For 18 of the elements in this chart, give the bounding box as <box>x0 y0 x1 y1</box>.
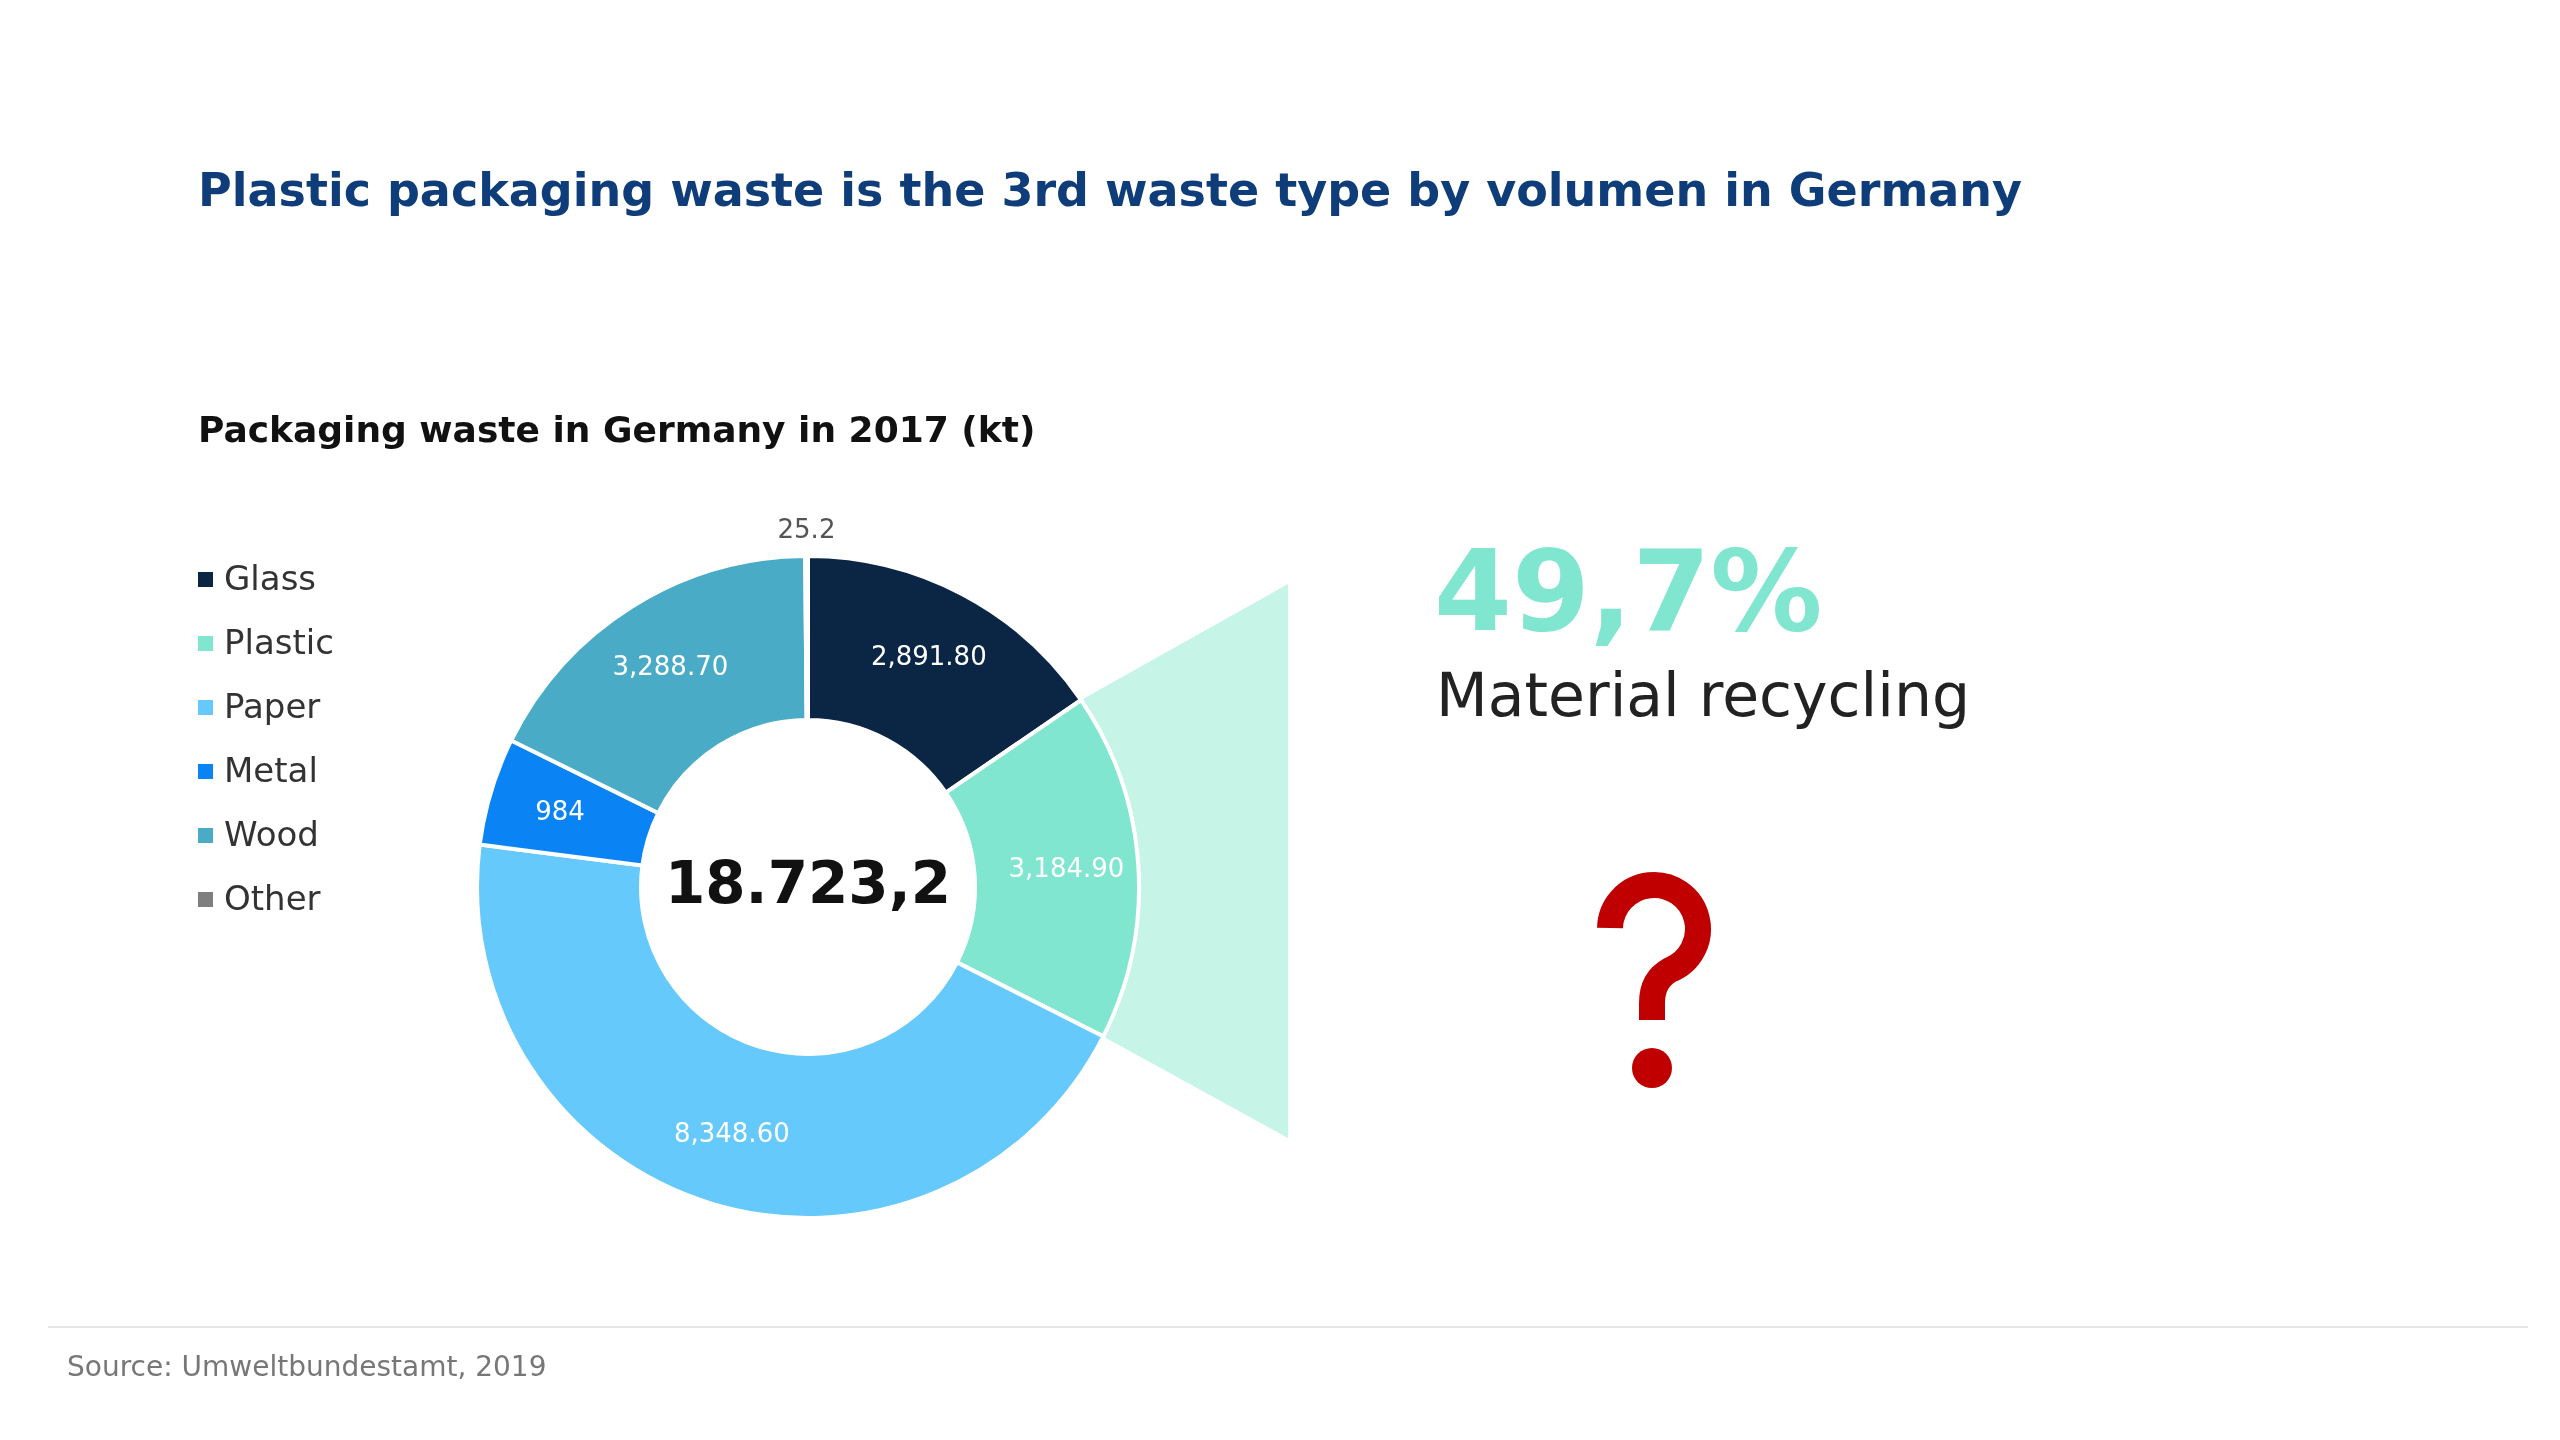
data-label: 8,348.60 <box>673 1118 790 1149</box>
legend-label: Metal <box>224 749 318 790</box>
data-label: 2,891.80 <box>870 641 987 672</box>
chart-title: Plastic packaging waste is the 3rd waste type by volumen in Germany <box>198 163 2023 217</box>
data-label: 3,184.90 <box>1008 853 1125 884</box>
text: Material recycling <box>1436 660 1971 730</box>
legend-label: Paper <box>224 685 321 726</box>
legend-label: Glass <box>224 557 317 598</box>
chart-subtitle: Packaging waste in Germany in 2017 (kt) <box>198 409 1036 450</box>
legend-label: Wood <box>224 813 319 854</box>
text: 18.723,2 <box>664 849 952 918</box>
data-label: 3,288.70 <box>612 651 729 682</box>
text: 49,7% <box>1434 526 1823 656</box>
legend-label: Other <box>224 877 321 918</box>
data-label: 25.2 <box>777 513 836 544</box>
legend-label: Plastic <box>224 621 334 662</box>
source-note: Source: Umweltbundestamt, 2019 <box>67 1350 547 1383</box>
data-label: 984 <box>535 795 585 826</box>
